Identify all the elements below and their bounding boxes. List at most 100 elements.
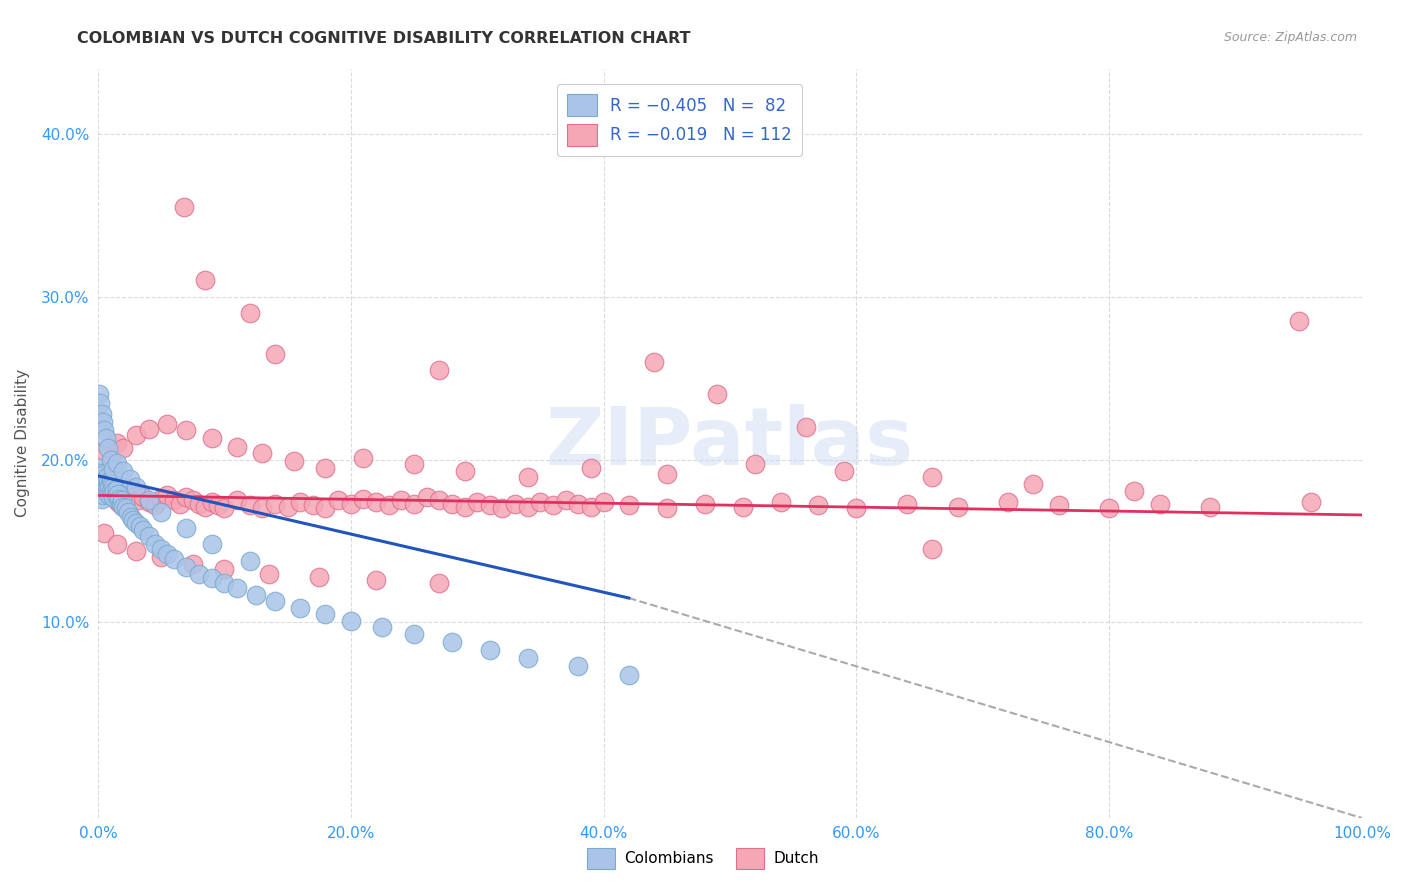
Point (655, 467, 678, 482)
Point (921, 470, 943, 484)
Point (643, 355, 665, 369)
Point (744, 458, 766, 472)
Point (440, 635, 463, 649)
Point (832, 464, 855, 478)
Point (93, 423, 115, 437)
Point (290, 600, 312, 615)
Point (143, 498, 166, 512)
Point (188, 497, 211, 511)
Point (90, 480, 112, 494)
Point (107, 487, 129, 501)
Point (143, 537, 166, 551)
Point (96, 480, 118, 494)
Point (239, 553, 262, 567)
Point (97, 441, 120, 455)
Point (163, 493, 186, 508)
Point (794, 420, 817, 434)
Point (427, 576, 450, 591)
Point (567, 659, 589, 673)
Point (207, 498, 229, 512)
Point (239, 306, 262, 320)
Point (89, 460, 111, 475)
Point (97, 475, 120, 490)
Text: ZIPatlas: ZIPatlas (546, 404, 914, 483)
Point (554, 493, 576, 508)
Point (1301, 495, 1323, 509)
Point (89, 468, 111, 483)
Point (89, 482, 111, 496)
Point (807, 498, 830, 512)
Point (110, 497, 132, 511)
Point (94, 474, 117, 488)
Point (98, 478, 121, 492)
Point (226, 581, 249, 595)
Text: Source: ZipAtlas.com: Source: ZipAtlas.com (1223, 31, 1357, 45)
Point (91, 415, 114, 429)
Point (1199, 500, 1222, 514)
Point (138, 495, 160, 509)
Point (100, 474, 122, 488)
Point (98, 477, 121, 491)
Point (89, 395, 111, 409)
Point (117, 505, 139, 519)
Point (138, 421, 160, 435)
Point (101, 480, 124, 494)
Point (427, 363, 450, 377)
Point (90, 407, 112, 421)
Point (946, 500, 969, 514)
Point (163, 552, 186, 566)
Point (125, 516, 148, 530)
Point (264, 346, 287, 360)
Point (326, 493, 349, 508)
Point (194, 500, 217, 514)
Point (314, 607, 336, 622)
Point (103, 483, 125, 498)
Point (579, 500, 602, 514)
Point (1047, 498, 1070, 512)
Point (112, 500, 135, 514)
Point (402, 458, 425, 472)
Point (93, 477, 115, 491)
Point (101, 490, 124, 504)
Y-axis label: Cognitive Disability: Cognitive Disability (15, 369, 30, 517)
Point (226, 493, 249, 508)
Point (100, 452, 122, 467)
Point (301, 498, 323, 512)
Point (97, 483, 120, 498)
Point (125, 480, 148, 494)
Point (314, 501, 336, 516)
Point (150, 491, 173, 506)
Point (89, 482, 111, 496)
Point (101, 477, 124, 491)
Point (181, 557, 204, 571)
Point (107, 495, 129, 509)
Point (93, 487, 115, 501)
Point (239, 498, 262, 512)
Point (128, 519, 150, 533)
Point (105, 456, 128, 470)
Point (90, 478, 112, 492)
Point (896, 497, 918, 511)
Point (112, 464, 135, 478)
Point (453, 500, 475, 514)
Point (617, 498, 640, 512)
Point (150, 550, 173, 565)
Point (118, 482, 141, 496)
Point (156, 488, 179, 502)
Point (176, 490, 198, 504)
Point (516, 651, 538, 665)
Point (94, 472, 117, 486)
Point (339, 614, 361, 628)
Point (245, 588, 267, 602)
Point (105, 482, 128, 496)
Point (1098, 501, 1121, 516)
Point (90, 491, 112, 506)
Point (491, 501, 513, 516)
Point (112, 488, 135, 502)
Point (94, 480, 117, 494)
Point (176, 423, 198, 437)
Point (125, 428, 148, 442)
Point (101, 487, 124, 501)
Point (111, 493, 134, 508)
Point (122, 487, 145, 501)
